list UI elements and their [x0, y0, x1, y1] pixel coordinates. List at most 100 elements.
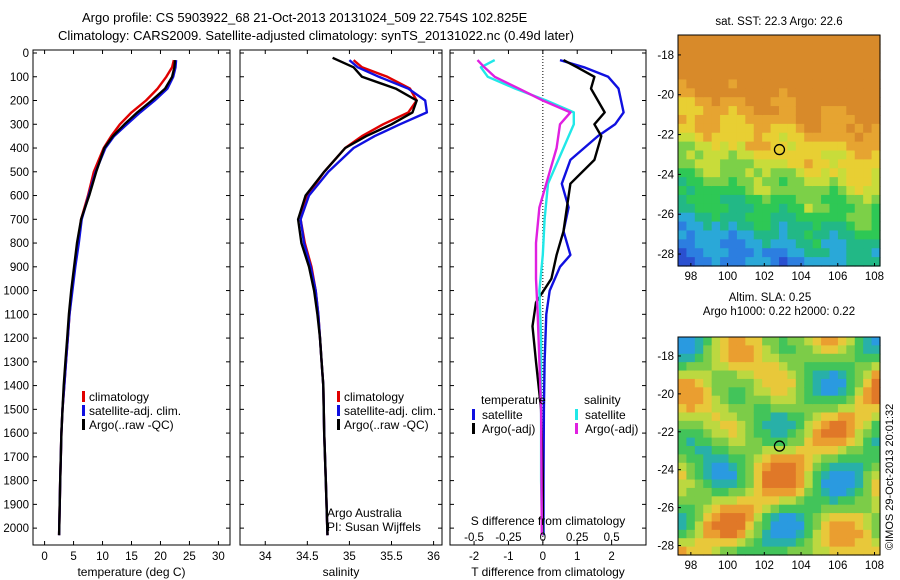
map-2-cell: [753, 378, 763, 388]
depth-tick-label: 600: [10, 191, 29, 203]
map-2-cell: [770, 446, 780, 455]
map-2-cell: [787, 395, 797, 405]
legend-swatch: [82, 419, 85, 430]
map-1-cell: [846, 123, 856, 134]
map-1-cell: [720, 159, 730, 169]
map-2-cell: [678, 529, 688, 539]
map-2-cell: [678, 395, 688, 405]
map-1-cell: [812, 194, 822, 205]
map-2-cell: [779, 378, 789, 388]
map-1-cell: [854, 221, 864, 232]
map-2-cell: [753, 504, 763, 514]
map-2-cell: [753, 387, 763, 397]
map-1-cell: [854, 168, 864, 178]
map-1-cell: [863, 43, 873, 54]
map-2-cell: [720, 429, 730, 439]
map-2-cell: [745, 395, 755, 405]
map-1-cell: [863, 106, 873, 116]
map-2-cell: [711, 521, 721, 531]
map-1-cell: [804, 177, 814, 187]
map-1-cell: [686, 239, 696, 249]
depth-tick-label: 500: [10, 167, 29, 179]
map-2-cell: [736, 378, 746, 388]
map-1-cell: [720, 97, 730, 107]
map-1-cell: [837, 186, 847, 196]
map-1-cell: [745, 52, 755, 63]
map-1-cell: [863, 141, 873, 152]
map-1-cell: [837, 123, 847, 134]
map-2-cell: [736, 513, 746, 523]
map-1-xtick-label: 106: [828, 271, 847, 283]
map-1-cell: [720, 248, 730, 258]
map-1-cell: [829, 79, 839, 89]
map-2-cell: [854, 404, 864, 414]
map-1-cell: [678, 106, 688, 116]
map-2-cell: [770, 462, 780, 472]
map-1-cell: [812, 230, 822, 240]
map-2-cell: [821, 513, 831, 523]
map-1-cell: [762, 97, 772, 107]
map-2-cell: [762, 471, 772, 481]
map-1-cell: [762, 257, 772, 267]
map-1-cell: [745, 168, 755, 178]
map-2-cell: [678, 487, 688, 497]
map-1-cell: [686, 230, 696, 240]
map-2-cell: [846, 404, 856, 414]
panel-3-frame: [449, 49, 647, 546]
map-1-cell: [703, 43, 713, 54]
map-2-cell: [821, 546, 831, 556]
map-1-cell: [812, 52, 822, 63]
map-2-cell: [863, 404, 873, 414]
map-1-cell: [686, 52, 696, 63]
map-2-cell: [871, 496, 881, 506]
map-2-cell: [863, 487, 873, 497]
map-1-cell: [678, 177, 688, 187]
map-2-cell: [745, 546, 755, 556]
map-1-cell: [854, 159, 864, 169]
map-1-cell: [787, 248, 797, 258]
map-2-cell: [795, 437, 805, 447]
map-1-cell: [871, 177, 881, 187]
map-2-cell: [686, 404, 696, 414]
map-1-cell: [703, 52, 713, 63]
map-2-cell: [837, 504, 847, 514]
map-2-cell: [711, 420, 721, 430]
map-1-cell: [787, 168, 797, 178]
map-1-cell: [745, 177, 755, 187]
map-2-cell: [871, 345, 881, 355]
map-2-cell: [787, 546, 797, 556]
map-2-cell: [711, 538, 721, 548]
map-1-cell: [787, 257, 797, 267]
map-1-cell: [711, 141, 721, 152]
map-1-cell: [821, 203, 831, 214]
map-2-cell: [812, 395, 822, 405]
map-2-cell: [779, 420, 789, 430]
map-2-cell: [804, 412, 814, 422]
map-1-cell: [703, 168, 713, 178]
map-2-cell: [812, 429, 822, 439]
map-1-cell: [795, 186, 805, 196]
map-2-cell: [745, 521, 755, 531]
map-1-cell: [854, 132, 864, 143]
map-2-cell: [728, 538, 738, 548]
map-2-cell: [779, 479, 789, 489]
map-1-cell: [846, 177, 856, 187]
map-1-cell: [812, 123, 822, 134]
map-2-cell: [745, 429, 755, 439]
map-2-cell: [745, 370, 755, 380]
map-1-cell: [745, 35, 755, 45]
map-1-cell: [846, 132, 856, 143]
map-1-cell: [812, 239, 822, 249]
map-1-cell: [779, 106, 789, 116]
map-2-cell: [762, 362, 772, 372]
map-2-cell: [753, 404, 763, 414]
map-2-cell: [787, 345, 797, 355]
map-2-cell: [863, 496, 873, 506]
depth-tick-label: 2000: [3, 523, 29, 535]
map-2-cell: [762, 437, 772, 447]
map-1-cell: [770, 150, 780, 160]
map-1-cell: [762, 230, 772, 240]
map-1-cell: [779, 168, 789, 178]
map-2-cell: [829, 454, 839, 464]
map-2-cell: [837, 429, 847, 439]
